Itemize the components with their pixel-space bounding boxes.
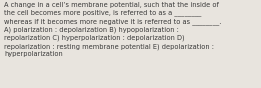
Text: A change in a cell’s membrane potential, such that the inside of
the cell become: A change in a cell’s membrane potential,… <box>4 2 221 57</box>
